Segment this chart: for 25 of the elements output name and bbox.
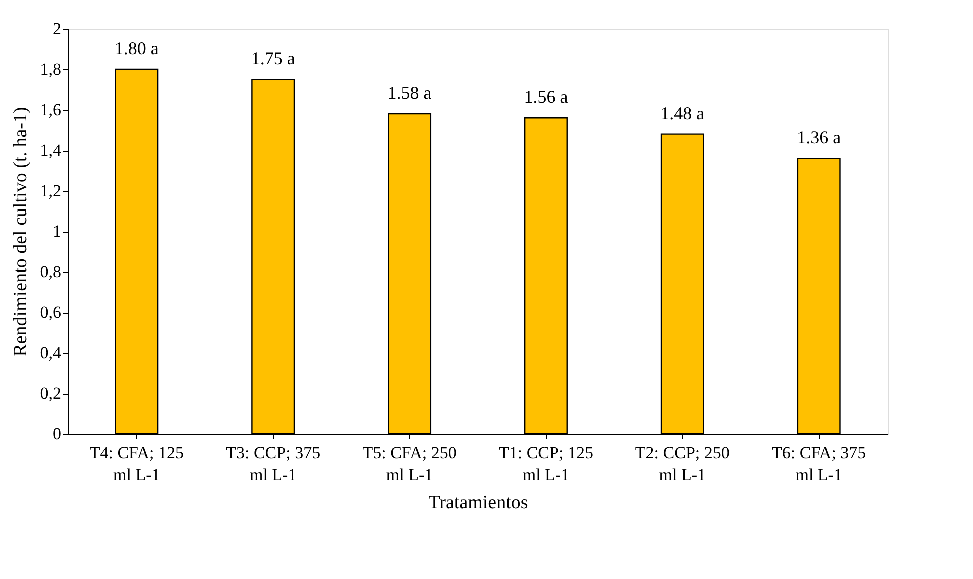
x-tick-label: T4: CFA; 125 ml L-1 <box>90 444 184 484</box>
x-tick-label: T2: CCP; 250 ml L-1 <box>635 444 730 484</box>
data-label: 1.48 a <box>660 103 705 124</box>
y-tick-label: 0,4 <box>40 344 62 362</box>
data-label: 1.80 a <box>114 38 159 58</box>
x-tick-label: T1: CCP; 125 ml L-1 <box>498 444 594 484</box>
y-tick-label: 1,8 <box>40 60 62 79</box>
y-tick-label: 0,2 <box>40 384 62 403</box>
data-label: 1.36 a <box>797 128 842 148</box>
y-tick-label: 0 <box>53 424 62 444</box>
x-axis-title: Tratamientos <box>428 492 528 514</box>
y-tick-label: 1,6 <box>40 100 62 120</box>
y-tick-label: 0,6 <box>40 303 62 322</box>
x-tick-label: T3: CCP; 375 ml L-1 <box>226 444 321 484</box>
y-tick-label: 1,4 <box>40 141 62 160</box>
data-label: 1.56 a <box>524 87 568 108</box>
y-tick-label: 0,8 <box>40 262 62 282</box>
y-tick-label: 2 <box>53 20 62 38</box>
y-tick-label: 1,2 <box>40 182 62 200</box>
y-axis-title: Rendimiento del cultivo (t. ha-1) <box>10 107 32 357</box>
data-label: 1.75 a <box>251 48 296 69</box>
x-tick-label: T5: CFA; 250 ml L-1 <box>362 444 457 484</box>
y-tick-label: 1 <box>53 222 62 241</box>
data-label: 1.58 a <box>388 83 432 104</box>
x-tick-label: T6: CFA; 375 ml L-1 <box>772 444 866 484</box>
